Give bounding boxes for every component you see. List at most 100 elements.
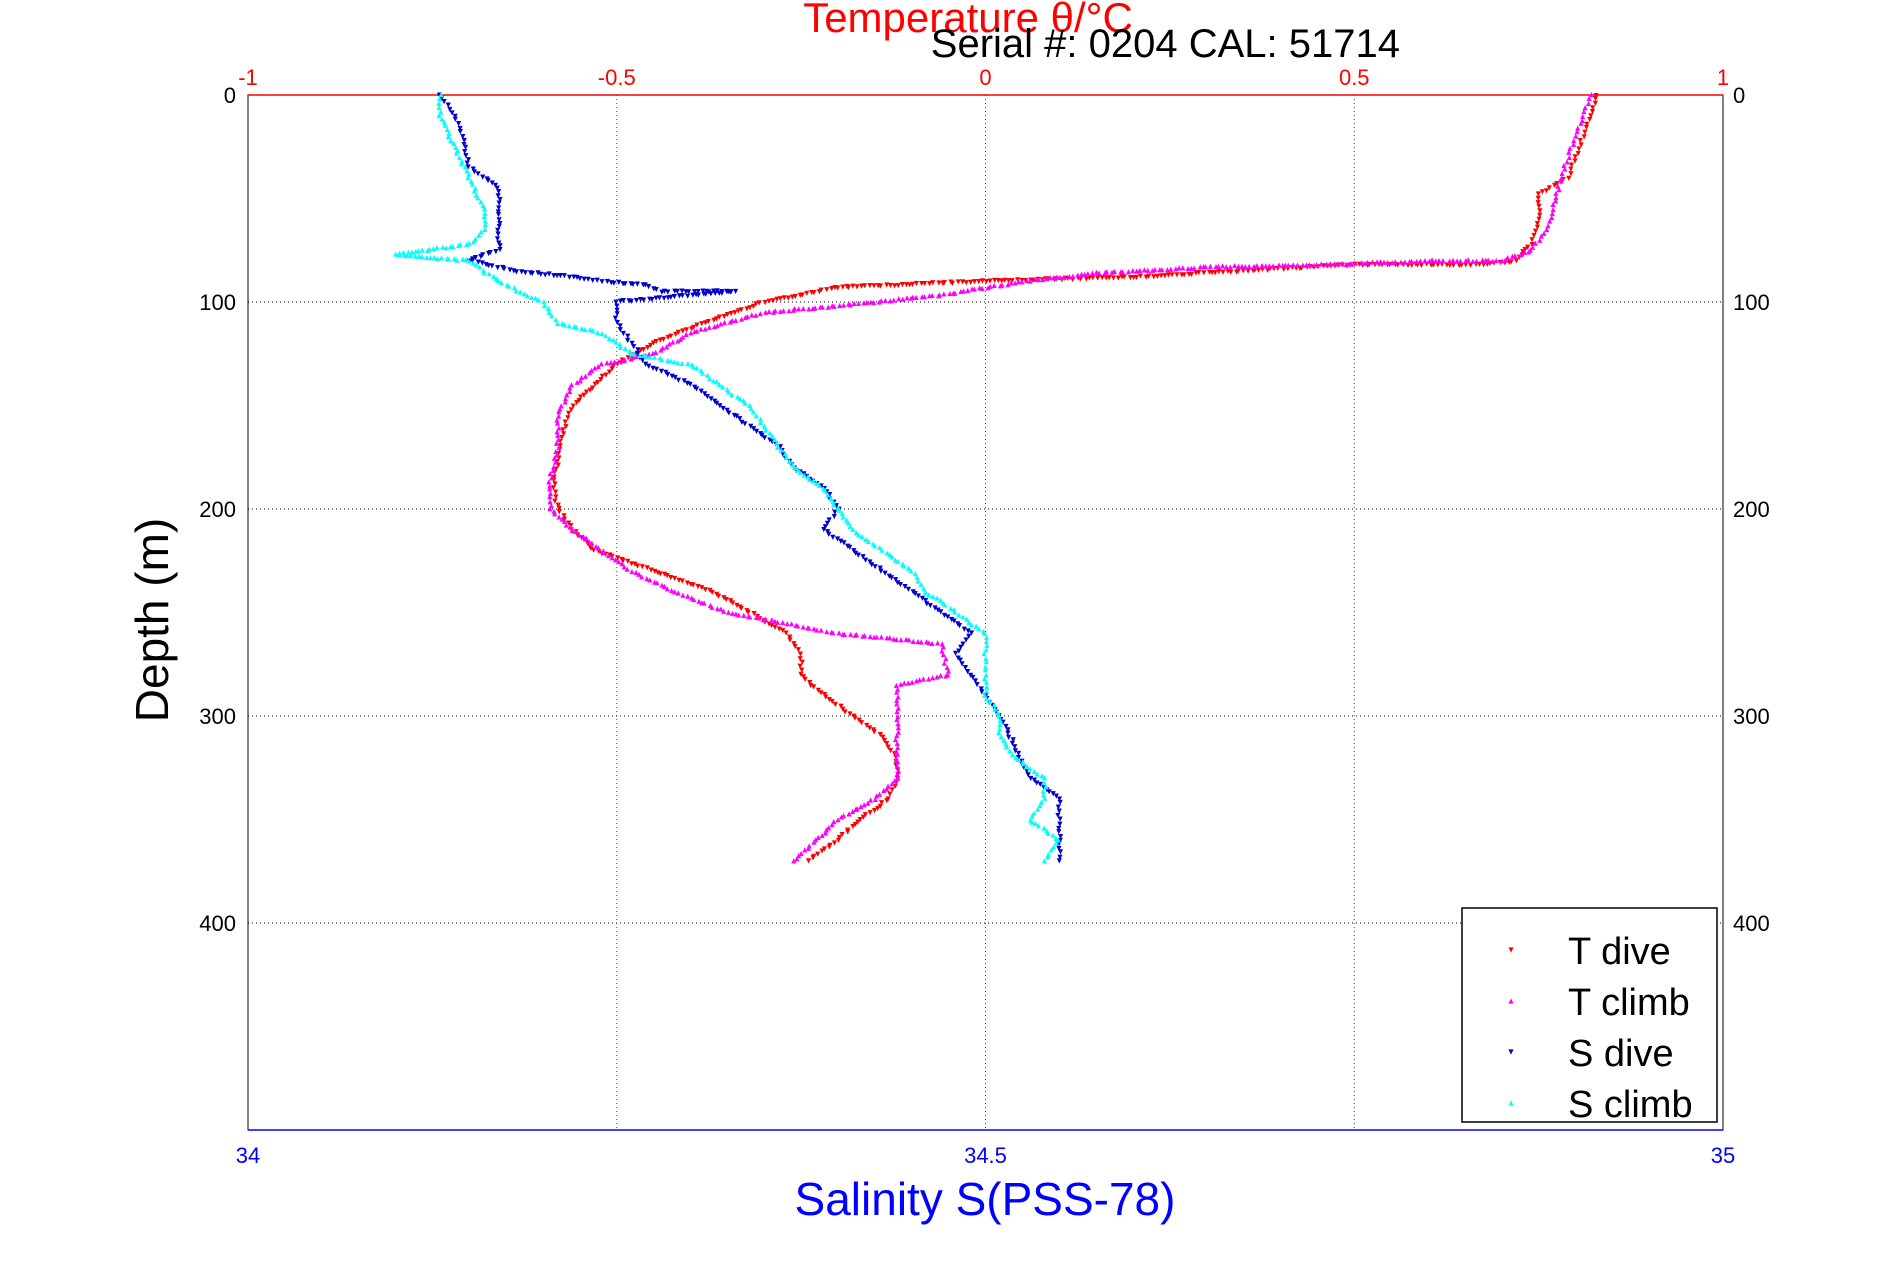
data-point (668, 574, 674, 581)
data-point (850, 823, 856, 830)
data-point (1562, 166, 1568, 172)
data-point (877, 544, 883, 551)
data-point (674, 288, 680, 294)
data-point (464, 168, 470, 174)
data-point (806, 306, 812, 312)
data-point (999, 278, 1005, 284)
data-point (1006, 734, 1012, 740)
data-point (900, 296, 906, 302)
data-point (438, 255, 445, 261)
data-point (735, 394, 741, 400)
data-point (561, 273, 567, 279)
data-point (865, 800, 871, 806)
data-point (608, 359, 614, 366)
data-point (507, 267, 513, 273)
data-point (1012, 748, 1018, 754)
data-point (1032, 820, 1038, 826)
top-tick-label: 0.5 (1339, 65, 1370, 90)
data-point (633, 297, 640, 304)
data-point (894, 763, 900, 769)
data-point (581, 276, 587, 282)
data-point (895, 759, 901, 765)
data-point (887, 747, 894, 754)
data-point (1588, 113, 1594, 119)
data-point (471, 169, 477, 175)
y-tick-label-right: 400 (1733, 911, 1770, 936)
data-point (456, 154, 462, 161)
data-point (1134, 268, 1140, 274)
data-point (1574, 129, 1580, 135)
data-point (964, 616, 970, 622)
data-point (787, 637, 793, 643)
data-point (864, 722, 870, 729)
data-point (838, 814, 845, 820)
data-point (816, 289, 822, 295)
data-point (1151, 274, 1157, 280)
data-point (708, 291, 714, 297)
data-point (683, 331, 689, 337)
data-point (592, 365, 598, 371)
data-point (643, 354, 649, 360)
data-point (423, 254, 430, 261)
data-point (915, 638, 921, 645)
data-point (482, 218, 488, 224)
data-point (1559, 170, 1565, 177)
data-point (1581, 134, 1587, 140)
data-point (902, 584, 908, 590)
data-point (891, 297, 897, 303)
data-point (877, 565, 883, 571)
data-point (792, 643, 798, 650)
data-point (895, 729, 902, 735)
data-point (1012, 280, 1018, 286)
data-point (830, 534, 836, 540)
data-point (1535, 200, 1541, 206)
data-point (1031, 810, 1037, 816)
data-point (552, 481, 558, 487)
data-point (883, 786, 890, 792)
data-point (1536, 203, 1542, 209)
data-point (469, 258, 476, 264)
data-point (729, 391, 735, 398)
data-point (714, 379, 720, 385)
data-point (1034, 780, 1040, 786)
data-point (992, 706, 998, 712)
data-point (941, 291, 947, 297)
data-point (725, 389, 732, 395)
data-point (841, 540, 847, 546)
data-point (561, 322, 568, 328)
bottom-tick-label: 34 (236, 1143, 260, 1168)
data-point (734, 602, 740, 608)
data-point (458, 161, 465, 167)
data-point (1005, 278, 1012, 284)
data-point (1041, 775, 1048, 781)
data-point (858, 283, 865, 289)
data-point (1005, 282, 1011, 288)
data-point (647, 577, 653, 583)
data-point (956, 648, 962, 654)
data-point (609, 366, 615, 372)
data-point (1206, 269, 1213, 275)
data-point (1029, 819, 1035, 825)
data-point (875, 283, 881, 289)
data-point (440, 244, 446, 250)
data-point (1303, 262, 1310, 268)
data-point (614, 303, 620, 309)
data-point (562, 419, 568, 425)
data-point (585, 276, 591, 282)
data-point (778, 447, 784, 453)
data-point (729, 610, 736, 616)
data-point (412, 253, 418, 259)
data-point (554, 320, 561, 327)
data-point (878, 800, 885, 806)
data-point (446, 256, 452, 262)
data-point (750, 409, 756, 415)
data-point (1567, 145, 1573, 151)
data-point (650, 350, 656, 357)
data-point (991, 702, 997, 708)
data-point (671, 359, 677, 365)
data-point (895, 725, 901, 731)
data-point (521, 291, 527, 297)
data-point (1581, 108, 1587, 115)
data-point (855, 819, 861, 825)
data-point (962, 665, 969, 671)
